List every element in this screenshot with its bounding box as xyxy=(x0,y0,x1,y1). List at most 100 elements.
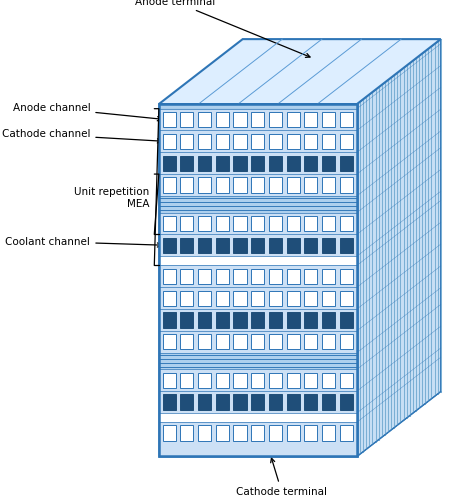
Bar xyxy=(340,238,353,253)
Bar xyxy=(216,312,229,328)
Bar xyxy=(286,290,300,306)
Bar xyxy=(322,394,335,409)
Bar xyxy=(286,312,300,328)
Bar xyxy=(163,178,176,192)
Bar xyxy=(159,266,357,287)
Bar xyxy=(198,334,211,349)
Bar xyxy=(304,134,318,149)
Bar xyxy=(304,268,318,284)
Text: Coolant channel: Coolant channel xyxy=(6,236,161,247)
Bar xyxy=(269,112,282,127)
Bar xyxy=(163,268,176,284)
Bar xyxy=(322,268,335,284)
Bar xyxy=(198,178,211,192)
Bar xyxy=(180,312,193,328)
Bar xyxy=(269,426,282,440)
Bar xyxy=(251,312,264,328)
Bar xyxy=(159,104,357,457)
Bar xyxy=(216,334,229,349)
Bar xyxy=(304,178,318,192)
Bar xyxy=(180,238,193,253)
Bar xyxy=(159,196,357,212)
Bar xyxy=(233,312,246,328)
Bar xyxy=(216,178,229,192)
Bar xyxy=(233,334,246,349)
Bar xyxy=(163,312,176,328)
Bar xyxy=(159,413,357,422)
Bar xyxy=(304,156,318,171)
Bar xyxy=(322,290,335,306)
Bar xyxy=(251,394,264,409)
Bar xyxy=(251,372,264,388)
Bar xyxy=(216,112,229,127)
Bar xyxy=(286,178,300,192)
Bar xyxy=(198,238,211,253)
Bar xyxy=(180,394,193,409)
Bar xyxy=(198,216,211,231)
Bar xyxy=(251,426,264,440)
Bar xyxy=(159,130,357,152)
Bar xyxy=(163,238,176,253)
Bar xyxy=(251,334,264,349)
Bar xyxy=(269,290,282,306)
Bar xyxy=(269,156,282,171)
Bar xyxy=(159,422,357,444)
Bar xyxy=(269,134,282,149)
Bar xyxy=(180,334,193,349)
Bar xyxy=(286,372,300,388)
Bar xyxy=(269,238,282,253)
Bar xyxy=(304,394,318,409)
Bar xyxy=(163,372,176,388)
Bar xyxy=(286,216,300,231)
Bar xyxy=(159,287,357,309)
Polygon shape xyxy=(357,39,441,457)
Text: Cathode channel: Cathode channel xyxy=(2,130,161,143)
Bar xyxy=(340,268,353,284)
Bar xyxy=(340,312,353,328)
Bar xyxy=(340,112,353,127)
Bar xyxy=(159,256,357,266)
Bar xyxy=(322,312,335,328)
Bar xyxy=(304,372,318,388)
Bar xyxy=(251,216,264,231)
Bar xyxy=(163,394,176,409)
Bar xyxy=(304,426,318,440)
Bar xyxy=(269,178,282,192)
Bar xyxy=(216,394,229,409)
Bar xyxy=(216,238,229,253)
Bar xyxy=(251,290,264,306)
Bar xyxy=(286,156,300,171)
Bar xyxy=(269,312,282,328)
Bar xyxy=(159,104,357,457)
Bar xyxy=(216,290,229,306)
Bar xyxy=(251,238,264,253)
Text: Anode channel: Anode channel xyxy=(13,103,161,121)
Bar xyxy=(216,216,229,231)
Bar xyxy=(159,234,357,256)
Bar xyxy=(233,112,246,127)
Bar xyxy=(163,156,176,171)
Bar xyxy=(269,216,282,231)
Bar xyxy=(198,426,211,440)
Bar xyxy=(269,372,282,388)
Bar xyxy=(180,178,193,192)
Bar xyxy=(198,290,211,306)
Bar xyxy=(340,372,353,388)
Bar xyxy=(269,394,282,409)
Bar xyxy=(163,290,176,306)
Bar xyxy=(322,334,335,349)
Bar xyxy=(304,112,318,127)
Bar xyxy=(198,268,211,284)
Bar xyxy=(233,290,246,306)
Bar xyxy=(251,112,264,127)
Bar xyxy=(269,334,282,349)
Text: MEA: MEA xyxy=(127,199,149,209)
Bar xyxy=(233,238,246,253)
Bar xyxy=(233,178,246,192)
Bar xyxy=(340,156,353,171)
Bar xyxy=(251,178,264,192)
Bar xyxy=(322,216,335,231)
Bar xyxy=(233,216,246,231)
Bar xyxy=(198,156,211,171)
Bar xyxy=(322,426,335,440)
